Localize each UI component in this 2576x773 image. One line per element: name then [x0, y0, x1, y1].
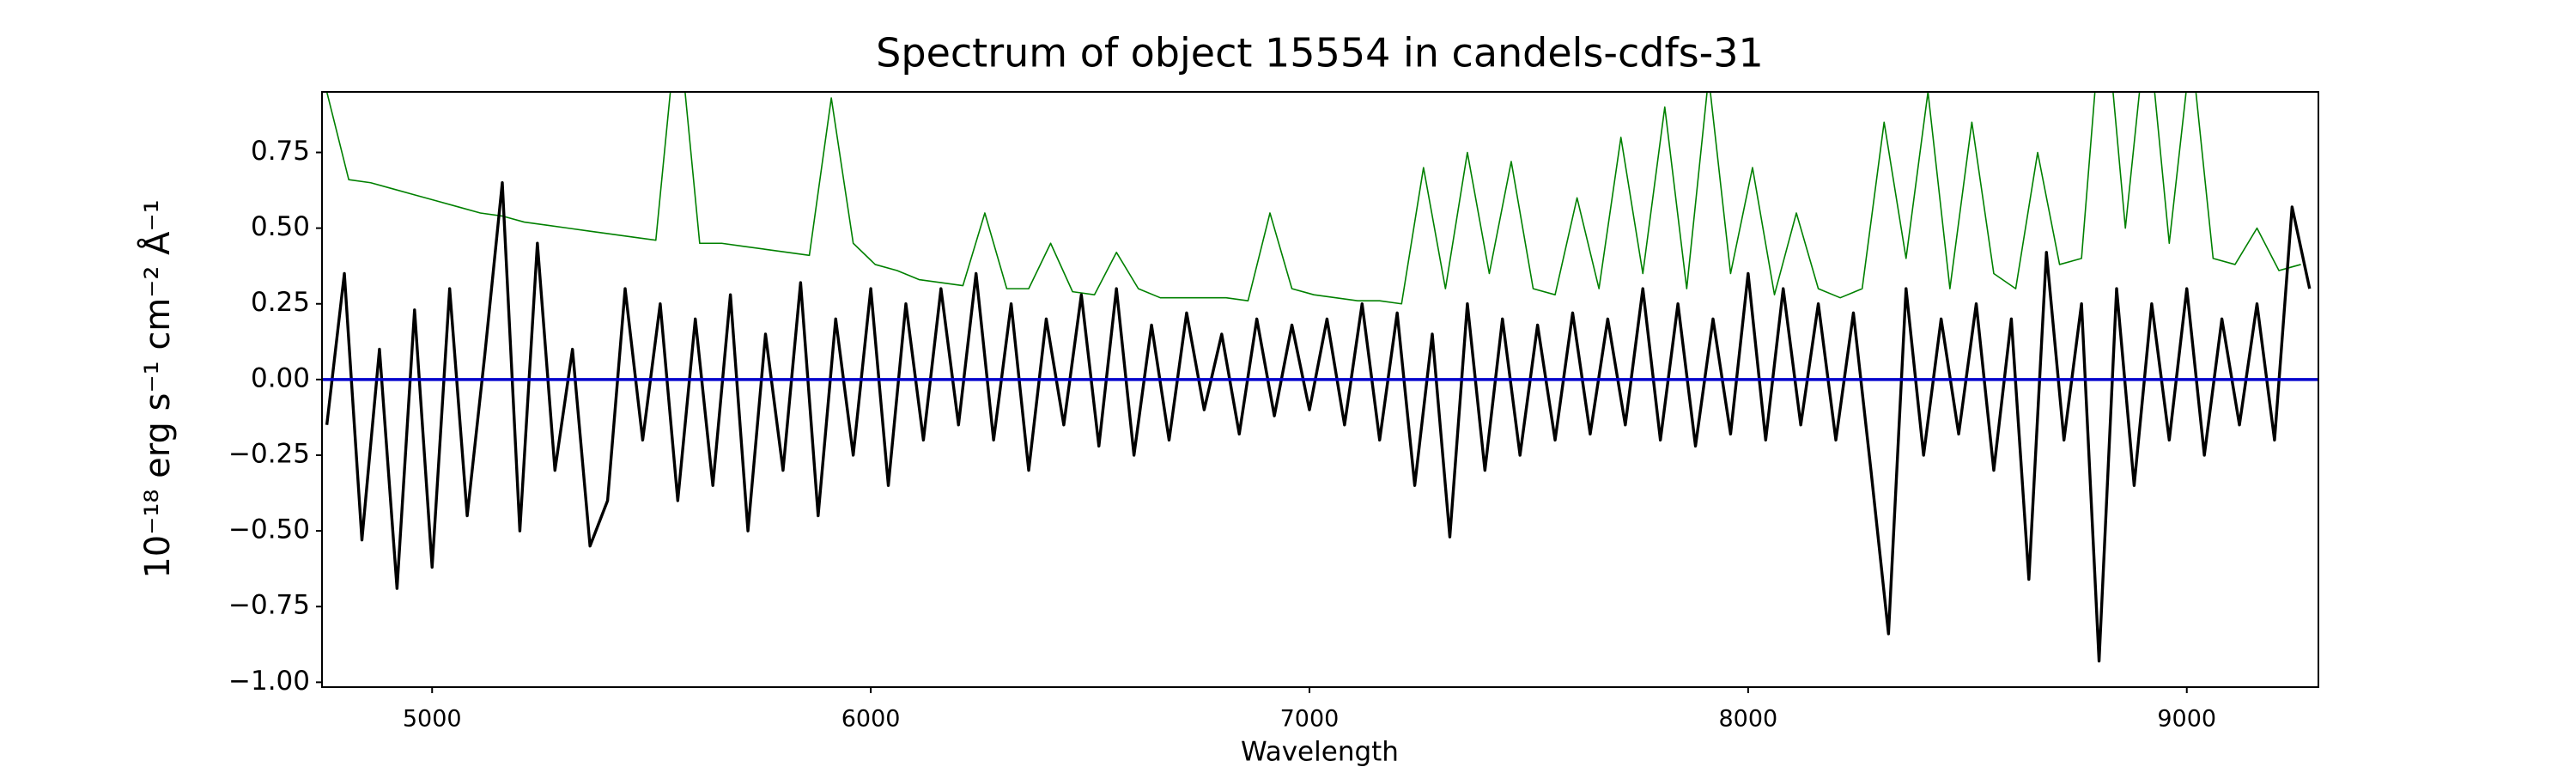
y-tick-label: 0.00 — [251, 362, 310, 393]
spectrum-line — [325, 92, 2301, 305]
x-tick-label: 7000 — [1280, 706, 1340, 733]
x-tick-label: 6000 — [841, 706, 901, 733]
plot-area — [322, 92, 2318, 663]
y-tick-label: −0.75 — [228, 590, 310, 621]
y-tick-label: 0.25 — [251, 287, 310, 318]
x-tick-label: 8000 — [1719, 706, 1778, 733]
x-tick-label: 5000 — [403, 706, 462, 733]
x-axis-label: Wavelength — [1241, 737, 1399, 768]
y-tick-label: −1.00 — [228, 666, 310, 697]
spectrum-line — [325, 181, 2312, 663]
y-tick-label: 0.50 — [251, 211, 310, 242]
x-tick-label: 9000 — [2157, 706, 2216, 733]
y-tick-label: 0.75 — [251, 136, 310, 167]
y-tick-label: −0.50 — [228, 514, 310, 545]
chart-title: Spectrum of object 15554 in candels-cdfs… — [876, 30, 1764, 76]
y-axis-label: 10⁻¹⁸ erg s⁻¹ cm⁻² Å⁻¹ — [137, 199, 178, 578]
axes-frame — [321, 91, 2319, 688]
y-tick-label: −0.25 — [228, 438, 310, 469]
